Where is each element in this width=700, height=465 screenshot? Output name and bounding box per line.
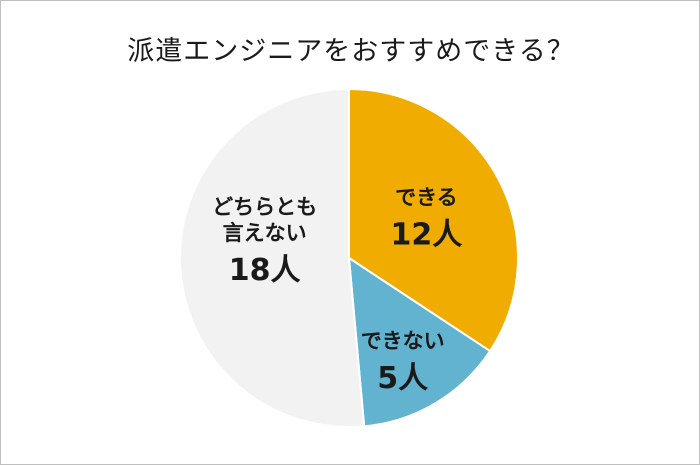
slice-label: どちらとも言えない	[212, 195, 317, 245]
chart-title: 派遣エンジニアをおすすめできる？	[127, 36, 575, 67]
pie-slice	[347, 256, 492, 428]
slice-value-label: 5人	[377, 361, 428, 396]
slice-label: できない	[361, 329, 445, 353]
pie-slice	[179, 87, 366, 428]
slice-value-label: 12人	[391, 217, 463, 252]
slice-label: できる	[395, 185, 458, 209]
slice-value-label: 18人	[229, 253, 301, 288]
